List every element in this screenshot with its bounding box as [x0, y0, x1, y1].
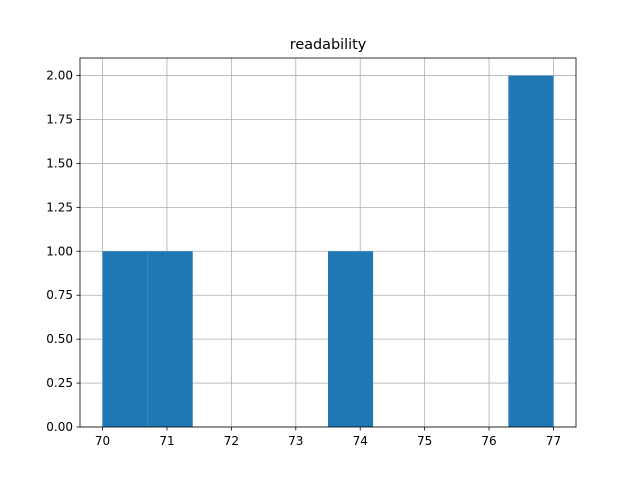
y-tick-label: 0.00: [46, 420, 73, 434]
bar: [508, 75, 554, 428]
x-tick-label: 71: [159, 434, 174, 448]
y-tick-label: 0.25: [46, 376, 73, 390]
x-tick-label: 70: [95, 434, 110, 448]
bar: [147, 251, 193, 427]
plot-frame: [79, 57, 577, 428]
x-tick-label: 74: [353, 434, 368, 448]
y-tick-label: 1.25: [46, 200, 73, 214]
bar: [328, 251, 374, 427]
x-tick-label: 72: [224, 434, 239, 448]
y-tick-label: 1.75: [46, 113, 73, 127]
x-tick-label: 76: [481, 434, 496, 448]
bar: [102, 251, 148, 427]
y-tick-label: 1.50: [46, 156, 73, 170]
y-tick-label: 2.00: [46, 69, 73, 83]
x-tick-label: 75: [417, 434, 432, 448]
y-tick-label: 0.75: [46, 288, 73, 302]
x-tick-label: 73: [288, 434, 303, 448]
chart-title: readability: [290, 37, 367, 53]
x-tick-label: 77: [546, 434, 561, 448]
y-tick-label: 1.00: [46, 244, 73, 258]
y-tick-label: 0.50: [46, 332, 73, 346]
